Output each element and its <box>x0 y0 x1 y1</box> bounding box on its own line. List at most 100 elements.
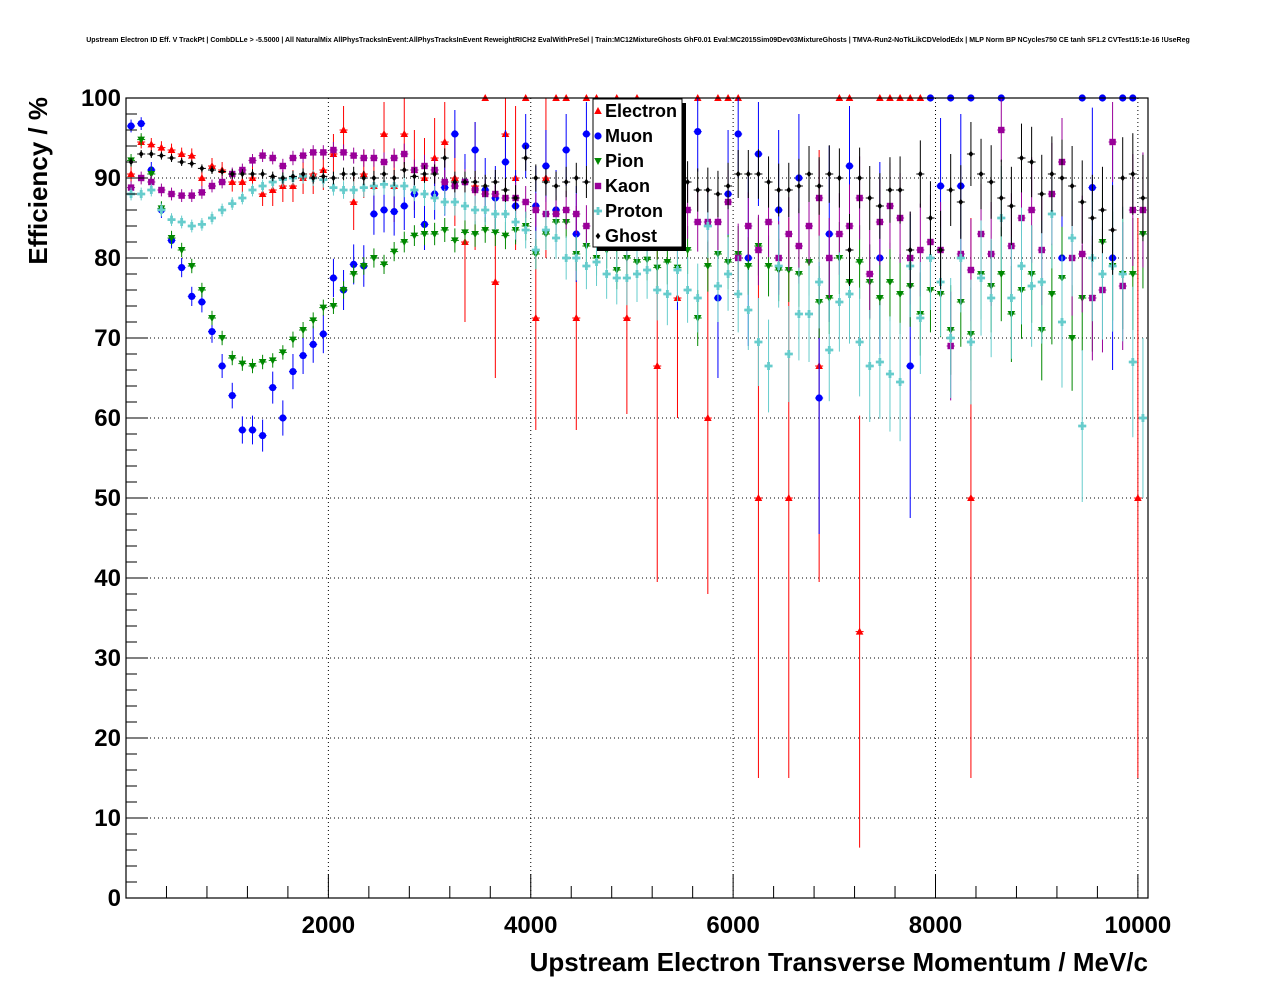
data-point-proton <box>582 242 591 290</box>
marker-triangle-up <box>380 130 388 137</box>
data-point-muon <box>238 416 247 444</box>
data-point-proton <box>987 238 996 358</box>
data-point-kaon <box>258 149 267 162</box>
data-point-ghost <box>521 145 530 171</box>
data-point-proton <box>541 210 550 250</box>
marker-triangle-up <box>704 414 712 421</box>
marker-square <box>289 154 297 162</box>
x-tick-label: 4000 <box>504 912 557 939</box>
data-point-proton <box>794 267 803 361</box>
marker-triangle-up <box>228 178 237 185</box>
marker-circle <box>238 426 246 434</box>
marker-diamond <box>695 186 701 194</box>
marker-triangle-down <box>420 231 429 238</box>
data-point-proton <box>1138 338 1147 498</box>
marker-triangle-up <box>967 494 975 501</box>
marker-diamond <box>584 178 589 186</box>
marker-triangle-down <box>309 317 317 325</box>
marker-cross <box>622 274 631 282</box>
marker-triangle-up <box>623 314 631 321</box>
marker-cross <box>896 378 905 386</box>
data-point-pion <box>228 350 237 366</box>
marker-cross <box>157 206 166 215</box>
marker-triangle-up <box>754 494 763 501</box>
marker-square <box>583 222 590 230</box>
marker-circle <box>390 208 398 216</box>
data-point-ghost <box>491 170 500 194</box>
data-point-muon <box>299 337 308 374</box>
marker-square <box>998 126 1005 134</box>
marker-diamond <box>320 173 326 180</box>
marker-triangle-down <box>349 271 358 278</box>
marker-triangle-up <box>855 627 864 635</box>
marker-diamond <box>907 246 913 254</box>
marker-diamond <box>563 178 569 186</box>
marker-square <box>745 222 752 230</box>
marker-diamond <box>199 165 205 172</box>
data-point-ghost <box>552 171 561 201</box>
data-point-muon <box>268 371 277 404</box>
marker-diamond <box>847 246 852 254</box>
marker-square <box>573 210 580 218</box>
marker-triangle-up <box>572 314 581 321</box>
marker-triangle-down <box>440 227 449 234</box>
data-point-muon <box>471 122 480 178</box>
axis-ticks <box>126 97 1139 899</box>
marker-cross <box>977 274 986 282</box>
data-point-ghost <box>501 178 510 202</box>
data-point-pion <box>885 242 894 322</box>
marker-diamond <box>189 160 195 167</box>
marker-diamond <box>533 174 539 182</box>
data-point-muon <box>380 187 389 233</box>
marker-diamond <box>1069 182 1075 190</box>
data-point-muon <box>369 193 378 235</box>
data-point-ghost <box>724 162 733 210</box>
data-point-kaon <box>218 175 227 189</box>
data-point-ghost <box>562 166 571 198</box>
data-point-ghost <box>481 174 490 198</box>
data-point-ghost <box>460 171 469 193</box>
data-point-proton <box>197 218 206 231</box>
marker-diamond <box>735 170 741 178</box>
marker-triangle-down <box>329 303 338 310</box>
data-point-pion <box>359 257 368 275</box>
marker-triangle-down <box>248 363 257 370</box>
data-point-proton <box>450 188 459 216</box>
marker-cross <box>946 334 955 342</box>
marker-triangle-down <box>218 335 226 342</box>
data-point-pion <box>288 331 297 348</box>
marker-diamond <box>159 152 164 159</box>
marker-diamond <box>877 202 883 210</box>
marker-square <box>532 206 540 214</box>
data-point-ghost <box>167 154 176 162</box>
data-point-proton <box>815 235 824 329</box>
data-point-kaon <box>329 142 338 158</box>
marker-cross <box>784 350 793 358</box>
data-point-kaon <box>359 149 368 167</box>
marker-diamond <box>401 166 407 174</box>
data-point-pion <box>349 265 358 283</box>
marker-cross <box>855 338 864 346</box>
marker-triangle-down <box>461 229 469 237</box>
data-point-kaon <box>299 148 308 163</box>
marker-square <box>401 150 408 158</box>
marker-triangle-down <box>390 248 398 256</box>
marker-cross <box>1098 270 1107 278</box>
data-point-proton <box>825 298 834 402</box>
data-point-ghost <box>288 170 297 182</box>
data-point-proton <box>248 183 257 197</box>
data-point-proton <box>977 220 986 336</box>
marker-diamond <box>998 194 1004 202</box>
marker-cross <box>460 202 469 211</box>
legend-entry-ghost: Ghost <box>595 226 657 246</box>
data-point-ghost <box>885 157 894 223</box>
data-point-ghost <box>268 171 277 182</box>
data-point-proton <box>653 259 662 321</box>
data-point-pion <box>238 356 247 371</box>
marker-diamond <box>816 182 822 190</box>
marker-circle <box>259 432 267 440</box>
marker-triangle-down <box>167 235 176 242</box>
marker-cross <box>562 254 571 262</box>
data-point-ghost <box>248 169 257 179</box>
